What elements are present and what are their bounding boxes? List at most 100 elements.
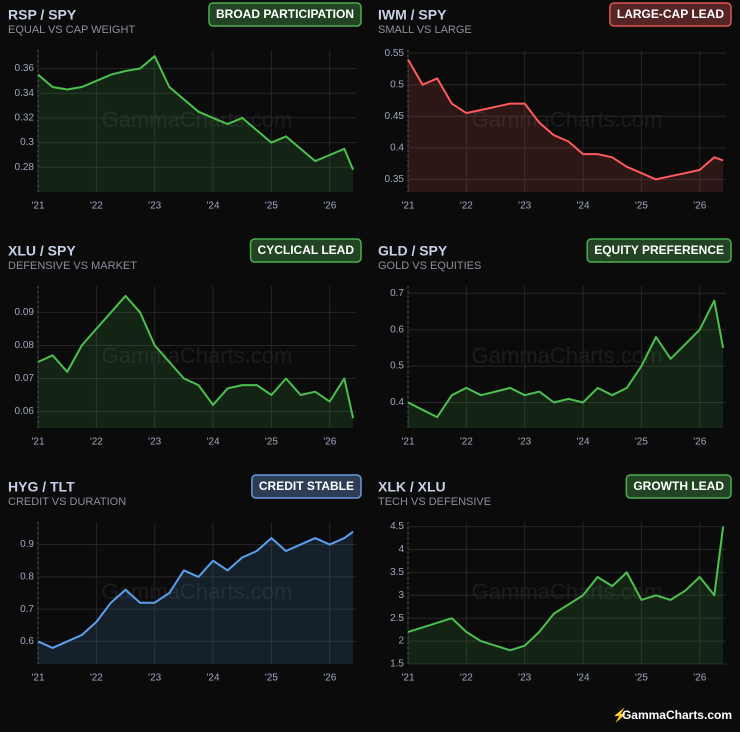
- x-tick-label: '25: [635, 437, 648, 448]
- y-tick-label: 0.5: [390, 79, 404, 90]
- y-tick-label: 0.9: [20, 539, 34, 550]
- area: [38, 56, 354, 193]
- chart-subtitle: SMALL VS LARGE: [378, 24, 472, 36]
- x-tick-label: '25: [635, 673, 648, 684]
- x-tick-label: '21: [401, 437, 414, 448]
- y-tick-label: 0.5: [390, 361, 404, 372]
- x-tick-label: '23: [148, 673, 161, 684]
- chart-title: IWM / SPY: [378, 7, 447, 23]
- y-tick-label: 0.06: [15, 406, 35, 417]
- x-tick-label: '24: [207, 673, 220, 684]
- x-tick-label: '24: [577, 437, 590, 448]
- watermark: GammaCharts.com: [472, 107, 663, 132]
- chart-title: XLK / XLU: [378, 479, 446, 495]
- chart-title: XLU / SPY: [8, 243, 76, 259]
- y-tick-label: 0.34: [15, 88, 35, 99]
- y-tick-label: 0.35: [385, 174, 405, 185]
- watermark: GammaCharts.com: [102, 343, 293, 368]
- y-tick-label: 0.7: [20, 604, 34, 615]
- line: [37, 294, 355, 419]
- x-tick-label: '23: [518, 437, 531, 448]
- x-tick-label: '26: [323, 201, 336, 212]
- x-tick-label: '25: [265, 437, 278, 448]
- y-tick-label: 1.5: [390, 659, 404, 670]
- area: [38, 295, 354, 428]
- x-tick-label: '23: [148, 201, 161, 212]
- x-tick-label: '24: [207, 437, 220, 448]
- area: [38, 531, 354, 664]
- x-tick-label: '25: [265, 673, 278, 684]
- y-tick-label: 2: [398, 636, 404, 647]
- x-tick-label: '26: [693, 673, 706, 684]
- y-tick-label: 0.4: [390, 142, 404, 153]
- brand-footer: GammaCharts.com: [622, 708, 732, 722]
- watermark: GammaCharts.com: [472, 343, 663, 368]
- x-tick-label: '23: [148, 437, 161, 448]
- line: [407, 299, 725, 419]
- line: [407, 58, 724, 181]
- area: [408, 59, 724, 192]
- badge: [208, 2, 362, 27]
- y-tick-label: 4: [398, 544, 404, 555]
- chart-subtitle: CREDIT VS DURATION: [8, 496, 126, 508]
- y-tick-label: 2.5: [390, 613, 404, 624]
- line: [407, 526, 725, 652]
- y-tick-label: 0.32: [15, 113, 35, 124]
- x-tick-label: '24: [577, 673, 590, 684]
- x-tick-label: '24: [577, 201, 590, 212]
- x-tick-label: '25: [265, 201, 278, 212]
- y-tick-label: 4.5: [390, 521, 404, 532]
- y-tick-label: 0.55: [385, 48, 405, 59]
- badge: [251, 474, 362, 499]
- y-tick-label: 0.8: [20, 572, 34, 583]
- x-tick-label: '22: [460, 201, 473, 212]
- brand-icon: ⚡: [612, 707, 628, 723]
- watermark: GammaCharts.com: [472, 579, 663, 604]
- x-tick-label: '24: [207, 201, 220, 212]
- badge-text: CREDIT STABLE: [259, 479, 354, 493]
- y-tick-label: 0.08: [15, 340, 35, 351]
- x-tick-label: '21: [401, 201, 414, 212]
- x-tick-label: '25: [635, 201, 648, 212]
- y-tick-label: 0.6: [20, 636, 34, 647]
- y-tick-label: 0.7: [390, 288, 404, 299]
- x-tick-label: '22: [90, 437, 103, 448]
- x-tick-label: '23: [518, 673, 531, 684]
- badge: [625, 474, 732, 499]
- line: [37, 530, 354, 649]
- x-tick-label: '26: [693, 437, 706, 448]
- y-tick-label: 0.28: [15, 162, 35, 173]
- y-tick-label: 0.6: [390, 324, 404, 335]
- y-tick-label: 3.5: [390, 567, 404, 578]
- chart-title: HYG / TLT: [8, 479, 75, 495]
- chart-subtitle: EQUAL VS CAP WEIGHT: [8, 24, 135, 36]
- badge-text: CYCLICAL LEAD: [258, 243, 355, 257]
- x-tick-label: '21: [31, 437, 44, 448]
- watermark: GammaCharts.com: [102, 579, 293, 604]
- y-tick-label: 0.09: [15, 307, 35, 318]
- chart-subtitle: GOLD VS EQUITIES: [378, 260, 481, 272]
- area: [408, 300, 724, 428]
- x-tick-label: '26: [693, 201, 706, 212]
- badge: [249, 238, 362, 263]
- x-tick-label: '21: [401, 673, 414, 684]
- area: [408, 526, 724, 664]
- y-tick-label: 0.45: [385, 111, 405, 122]
- badge: [609, 2, 732, 27]
- y-tick-label: 0.4: [390, 397, 404, 408]
- x-tick-label: '23: [518, 201, 531, 212]
- chart-title: GLD / SPY: [378, 243, 448, 259]
- badge-text: BROAD PARTICIPATION: [216, 7, 354, 21]
- chart-subtitle: TECH VS DEFENSIVE: [378, 496, 491, 508]
- badge-text: GROWTH LEAD: [633, 479, 724, 493]
- x-tick-label: '26: [323, 437, 336, 448]
- x-tick-label: '22: [460, 673, 473, 684]
- x-tick-label: '26: [323, 673, 336, 684]
- badge-text: EQUITY PREFERENCE: [594, 243, 724, 257]
- badge-text: LARGE-CAP LEAD: [617, 7, 724, 21]
- chart-subtitle: DEFENSIVE VS MARKET: [8, 260, 137, 272]
- line: [37, 55, 355, 171]
- y-tick-label: 0.3: [20, 137, 34, 148]
